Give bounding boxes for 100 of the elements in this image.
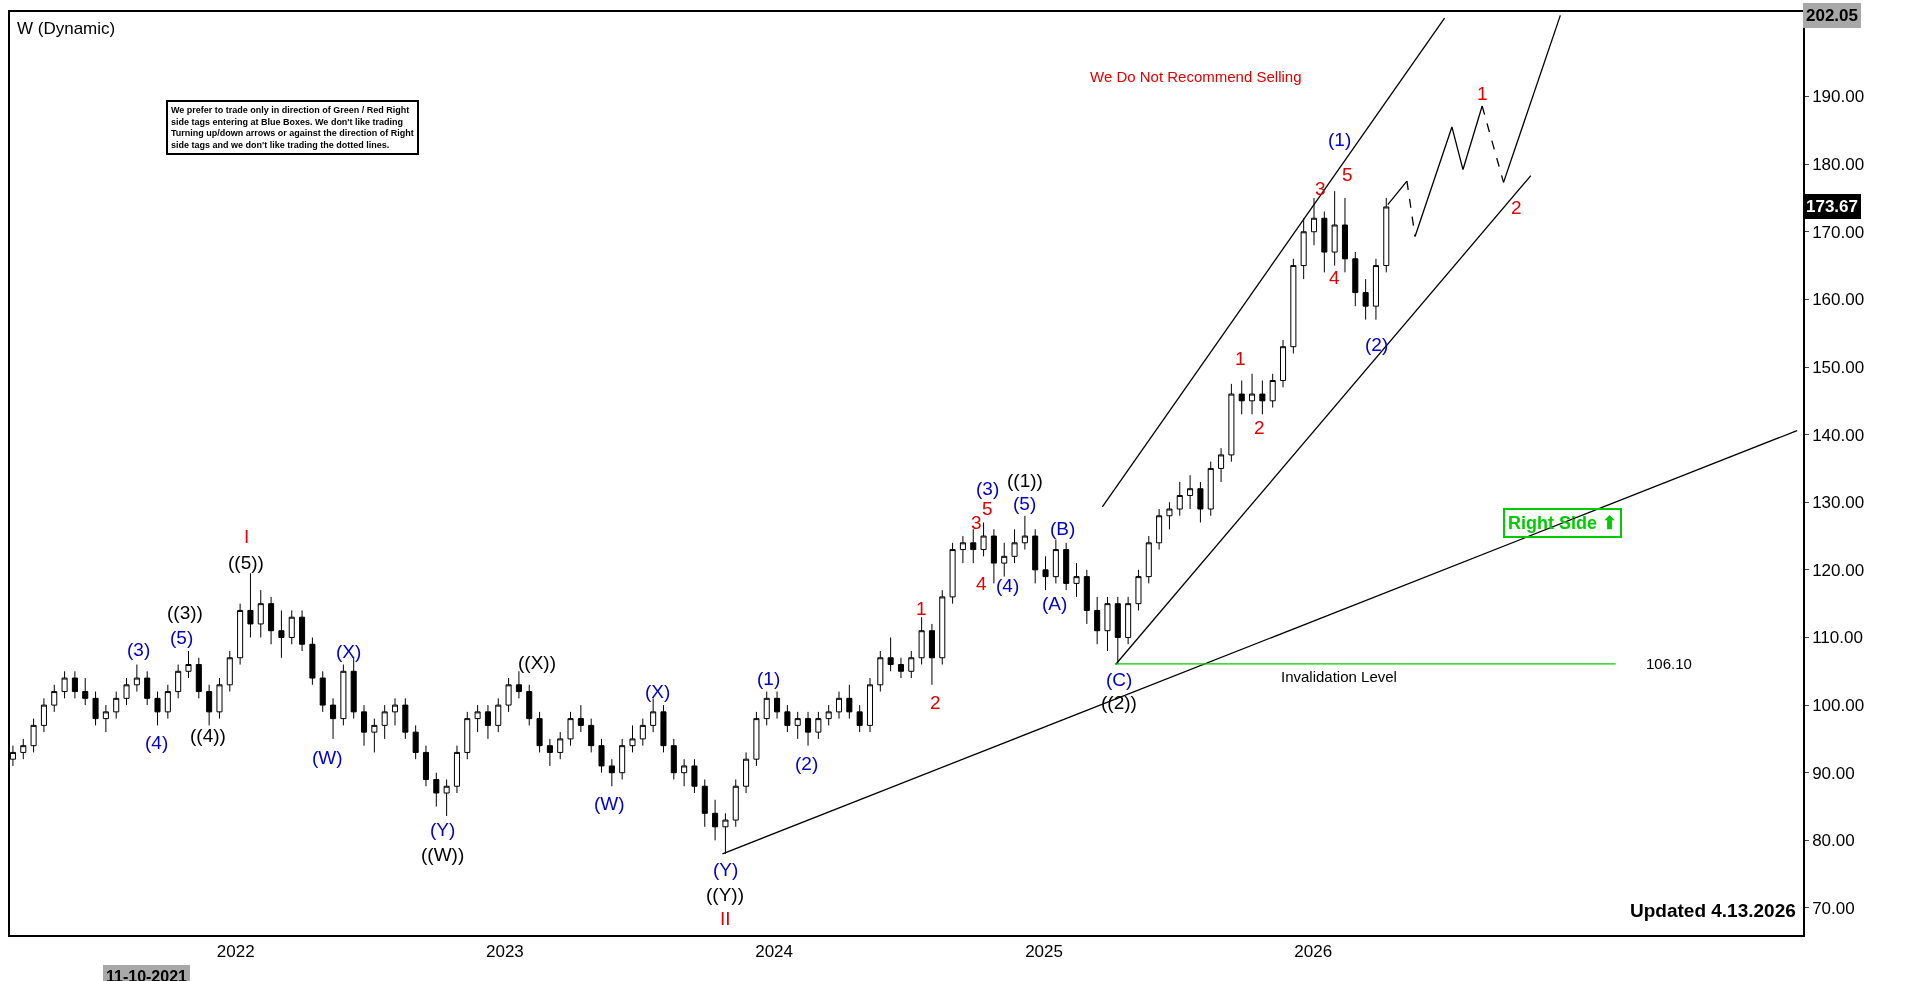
candlestick: [1042, 555, 1049, 591]
candlestick: [856, 704, 863, 733]
candlestick: [1104, 596, 1111, 652]
candlestick: [453, 745, 460, 794]
annotation: ((2)): [1101, 692, 1137, 713]
annotation: 4: [1329, 267, 1340, 288]
candlestick: [402, 697, 409, 740]
candlestick: [1352, 251, 1359, 307]
annotation: (4): [145, 732, 169, 753]
annotation: Right Side ⬆: [1508, 513, 1617, 533]
x-tick-label: 2026: [1294, 942, 1333, 962]
y-tick-label: 130.00: [1812, 493, 1865, 513]
candlestick: [835, 691, 843, 720]
chart-title: W (Dynamic): [17, 19, 116, 38]
candlestick: [866, 677, 874, 733]
annotation: (1): [757, 668, 781, 689]
candlestick: [257, 589, 264, 638]
annotation: (4): [996, 575, 1020, 596]
candlestick: [133, 664, 140, 693]
annotation: ((3)): [167, 602, 203, 623]
candlestick: [299, 609, 306, 652]
candlestick: [763, 691, 770, 726]
candlestick: [433, 772, 440, 808]
y-tick-label: 110.00: [1812, 628, 1863, 648]
annotation: (5): [170, 627, 194, 648]
annotation: I: [244, 526, 250, 547]
y-tick-label: 140.00: [1812, 425, 1865, 445]
candlestick: [939, 589, 946, 666]
candlestick: [629, 724, 636, 753]
y-tick-label: 170.00: [1812, 222, 1865, 242]
candlestick: [206, 684, 213, 726]
candlestick: [1032, 528, 1039, 584]
annotation: (2): [795, 753, 819, 774]
candlestick: [1083, 569, 1090, 625]
annotation: ((1)): [1007, 470, 1043, 491]
candlestick: [371, 718, 378, 753]
candlestick: [154, 691, 161, 726]
candlestick: [1238, 380, 1245, 415]
candlestick: [970, 528, 977, 564]
annotation: (W): [594, 793, 625, 814]
candlestick: [608, 758, 615, 787]
candlestick: [1135, 569, 1142, 611]
candlestick: [918, 616, 925, 666]
candlestick: [639, 718, 646, 747]
candlestick: [908, 650, 915, 679]
candlestick: [309, 636, 316, 686]
candlestick: [1279, 339, 1287, 388]
y-tick-label: 180.00: [1812, 155, 1865, 175]
annotation: 3: [971, 512, 982, 533]
candlestick: [495, 697, 502, 733]
annotation: (1): [1328, 129, 1352, 150]
candlestick: [464, 711, 471, 760]
annotation: 2: [1254, 417, 1265, 438]
candlestick: [92, 691, 99, 726]
candlestick: [567, 711, 574, 747]
candlestick: [319, 670, 326, 713]
candlestick: [216, 677, 223, 720]
candlestick: [774, 691, 781, 720]
y-tick-label: 190.00: [1812, 87, 1865, 107]
candlestick: [391, 697, 399, 726]
x-tick-label: 2023: [485, 942, 524, 962]
candlestick: [20, 738, 27, 760]
candlestick: [877, 650, 884, 693]
annotation: II: [720, 908, 731, 929]
annotation: (W): [312, 747, 343, 768]
annotation: Invalidation Level: [1281, 668, 1397, 685]
annotation: (B): [1050, 518, 1076, 539]
candlestick: [794, 711, 801, 740]
candlestick: [949, 542, 956, 605]
candlestick: [288, 609, 295, 645]
annotation: We prefer to trade only in direction of Green / Red Right side tags entering at Blue Boxes. We don't like trading Turning up/down arrows or against the direction of Right side tags and we don't like trading the dotted lines.: [171, 105, 414, 151]
candlestick: [1249, 373, 1256, 415]
candlestick: [195, 657, 202, 699]
candlestick: [71, 670, 78, 699]
annotation: 106.10: [1646, 655, 1692, 672]
candlestick: [980, 522, 987, 557]
candlestick: [361, 704, 368, 747]
y-tick-label: 150.00: [1812, 357, 1865, 377]
annotation: ((5)): [228, 552, 264, 573]
text: 202.05: [1806, 6, 1858, 25]
candlestick: [732, 778, 739, 828]
candlestick: [670, 738, 677, 780]
annotation: Updated 4.13.2026: [1630, 900, 1796, 921]
candlestick: [123, 677, 130, 706]
candlestick: [1321, 210, 1328, 273]
annotation: (Y): [713, 859, 739, 880]
candlestick: [185, 650, 192, 679]
candlestick: [1259, 380, 1266, 415]
candlestick: [61, 670, 68, 699]
candlestick: [340, 664, 347, 726]
candlestick: [536, 711, 543, 753]
annotation: (Y): [430, 819, 456, 840]
annotation: (3): [127, 639, 151, 660]
y-tick-label: 100.00: [1812, 696, 1865, 716]
candlestick: [815, 711, 822, 740]
y-tick-label: 80.00: [1812, 831, 1855, 851]
text: 173.67: [1806, 197, 1858, 216]
candlestick: [1310, 197, 1318, 246]
candlestick: [846, 684, 853, 720]
candlestick: [619, 738, 626, 780]
